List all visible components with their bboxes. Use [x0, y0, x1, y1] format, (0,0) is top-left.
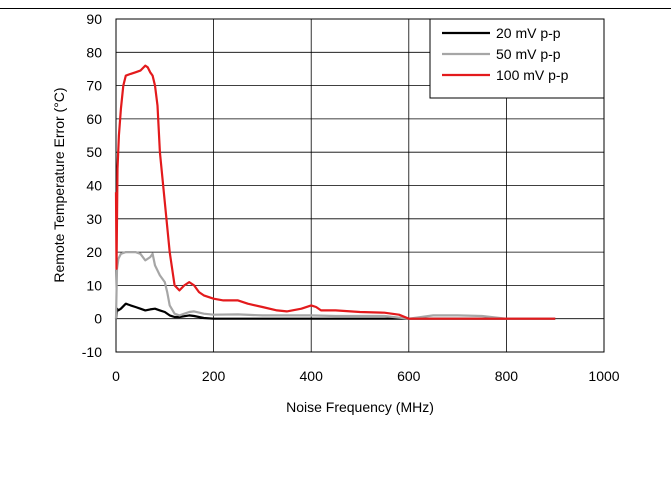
- legend-label: 100 mV p-p: [496, 67, 569, 83]
- y-tick-label: 20: [86, 244, 102, 260]
- legend: 20 mV p-p 50 mV p-p 100 mV p-p: [429, 18, 605, 99]
- x-tick-label: 600: [397, 368, 421, 384]
- y-tick-label: 50: [86, 144, 102, 160]
- y-axis-title: Remote Temperature Error (°C): [51, 87, 67, 282]
- y-tick-label: 40: [86, 178, 102, 194]
- y-tick-labels: -10 0 10 20 30 40 50 60 70 80 90: [82, 11, 102, 360]
- x-tick-label: 0: [112, 368, 120, 384]
- series-line: [114, 64, 556, 320]
- x-tick-label: 400: [300, 368, 324, 384]
- y-tick-label: 30: [86, 211, 102, 227]
- legend-label: 20 mV p-p: [496, 25, 561, 41]
- y-tick-label: 10: [86, 277, 102, 293]
- x-tick-label: 800: [495, 368, 519, 384]
- y-tick-label: 90: [86, 11, 102, 27]
- x-tick-label: 200: [202, 368, 226, 384]
- top-rule: [0, 8, 671, 9]
- y-tick-label: 80: [86, 44, 102, 60]
- plot-frame: [115, 18, 605, 353]
- y-tick-label: 70: [86, 78, 102, 94]
- y-tick-label: 60: [86, 111, 102, 127]
- x-axis-title: Noise Frequency (MHz): [286, 399, 434, 415]
- x-tick-labels: 0 200 400 600 800 1000: [112, 368, 620, 384]
- series-line: [114, 251, 556, 320]
- series-line: [114, 302, 556, 320]
- y-tick-label: 0: [94, 311, 102, 327]
- x-tick-label: 1000: [588, 368, 619, 384]
- y-tick-label: -10: [82, 344, 102, 360]
- series-lines: [114, 64, 556, 320]
- legend-label: 50 mV p-p: [496, 46, 561, 62]
